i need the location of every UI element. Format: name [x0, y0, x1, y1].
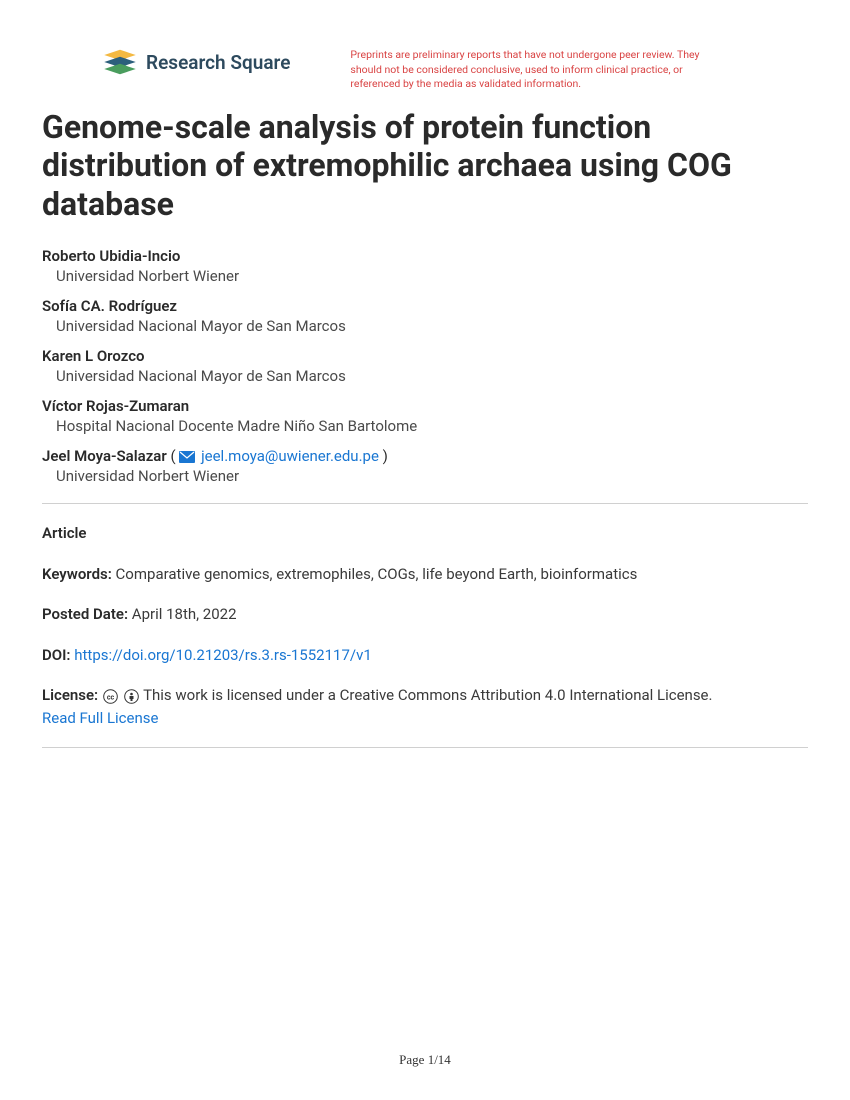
envelope-icon [179, 451, 195, 463]
author-name: Sofía CA. Rodríguez [42, 297, 808, 315]
author-block: Sofía CA. Rodríguez Universidad Nacional… [42, 297, 808, 335]
author-name-text: Jeel Moya-Salazar [42, 447, 167, 465]
doi-row: DOI: https://doi.org/10.21203/rs.3.rs-15… [42, 644, 808, 667]
author-email-link[interactable]: jeel.moya@uwiener.edu.pe [201, 447, 379, 465]
author-affiliation: Universidad Nacional Mayor de San Marcos [56, 317, 808, 335]
cc-by-icon [124, 689, 139, 704]
author-name: Karen L Orozco [42, 347, 808, 365]
keywords-row: Keywords: Comparative genomics, extremop… [42, 563, 808, 586]
author-block: Roberto Ubidia-Incio Universidad Norbert… [42, 247, 808, 285]
article-type-label: Article [42, 524, 87, 542]
article-type-row: Article [42, 522, 808, 545]
author-name: Víctor Rojas-Zumaran [42, 397, 808, 415]
author-block: Jeel Moya-Salazar ( jeel.moya@uwiener.ed… [42, 447, 808, 485]
license-label: License: [42, 686, 98, 704]
logo-text: Research Square [146, 51, 290, 74]
email-wrapper: ( jeel.moya@uwiener.edu.pe ) [170, 447, 387, 465]
logo-section: Research Square [102, 48, 290, 76]
license-text: This work is licensed under a Creative C… [143, 686, 712, 704]
paper-title: Genome-scale analysis of protein functio… [42, 108, 808, 223]
author-affiliation: Universidad Norbert Wiener [56, 267, 808, 285]
author-affiliation: Hospital Nacional Docente Madre Niño San… [56, 417, 808, 435]
posted-date-value: April 18th, 2022 [132, 605, 237, 623]
authors-list: Roberto Ubidia-Incio Universidad Norbert… [42, 247, 808, 485]
svg-text:cc: cc [107, 693, 115, 701]
keywords-value: Comparative genomics, extremophiles, COG… [116, 565, 638, 583]
metadata-section: Article Keywords: Comparative genomics, … [42, 522, 808, 729]
keywords-label: Keywords: [42, 565, 112, 583]
posted-date-label: Posted Date: [42, 605, 128, 623]
author-block: Karen L Orozco Universidad Nacional Mayo… [42, 347, 808, 385]
author-affiliation: Universidad Norbert Wiener [56, 467, 808, 485]
author-name: Roberto Ubidia-Incio [42, 247, 808, 265]
read-full-license-link[interactable]: Read Full License [42, 709, 158, 727]
page-number: Page 1/14 [0, 1052, 850, 1068]
cc-icon: cc [103, 689, 118, 704]
author-block: Víctor Rojas-Zumaran Hospital Nacional D… [42, 397, 808, 435]
preprint-disclaimer: Preprints are preliminary reports that h… [350, 48, 720, 92]
posted-date-row: Posted Date: April 18th, 2022 [42, 603, 808, 626]
section-divider [42, 747, 808, 748]
license-row: License: cc This work is licensed under … [42, 684, 808, 729]
research-square-logo-icon [102, 48, 138, 76]
author-name: Jeel Moya-Salazar ( jeel.moya@uwiener.ed… [42, 447, 808, 465]
header-row: Research Square Preprints are preliminar… [42, 48, 808, 92]
doi-link[interactable]: https://doi.org/10.21203/rs.3.rs-1552117… [74, 646, 372, 664]
author-affiliation: Universidad Nacional Mayor de San Marcos [56, 367, 808, 385]
doi-label: DOI: [42, 646, 71, 664]
section-divider [42, 503, 808, 504]
